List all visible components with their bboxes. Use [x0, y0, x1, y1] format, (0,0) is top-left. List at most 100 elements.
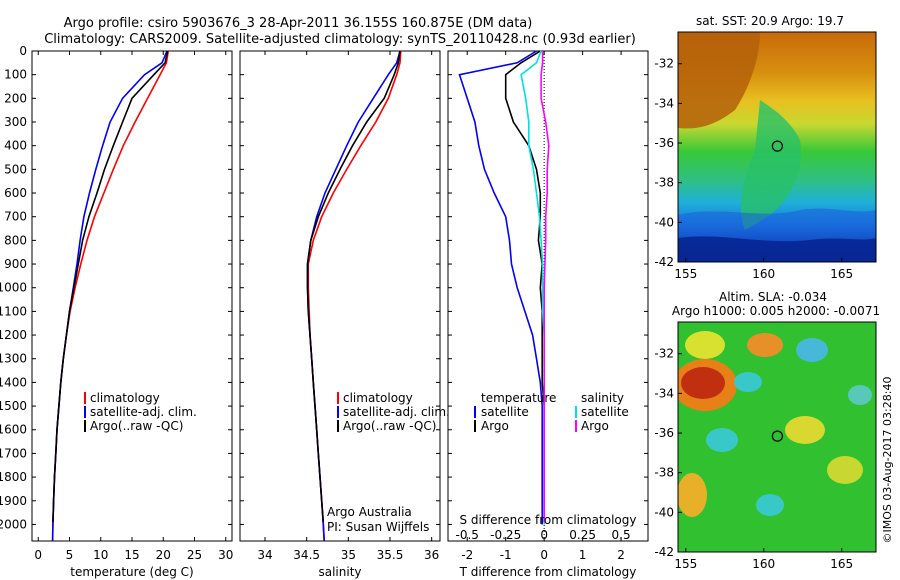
sla-cool-eddy [734, 372, 762, 392]
series-line-satellite-adj-clim- [306, 50, 401, 542]
depth-tick-label: 1900 [0, 494, 27, 508]
depth-tick-label: 600 [4, 186, 27, 200]
lat-tick-label: -32 [654, 347, 674, 361]
sst-map-title: sat. SST: 20.9 Argo: 19.7 [696, 14, 844, 28]
depth-tick-label: 0 [19, 44, 27, 58]
depth-tick-label: 100 [4, 68, 27, 82]
sla-map-subtitle: Argo h1000: 0.005 h2000: -0.0071 [672, 304, 880, 318]
lon-tick-label: 165 [830, 557, 853, 571]
sst-deep-blue [678, 236, 876, 262]
lat-tick-label: -34 [654, 386, 674, 400]
credit-pi: PI: Susan Wijffels [327, 520, 429, 534]
x-axis-label: T difference from climatology [459, 565, 637, 579]
lat-tick-label: -36 [654, 426, 674, 440]
series-line-salinity-argo [540, 51, 550, 523]
lon-tick-label: 155 [674, 557, 697, 571]
series-line-temperature-satellite [458, 50, 544, 525]
temperature-legend: climatology satellite-adj. clim. Argo(..… [84, 391, 197, 433]
sst-cool-tongue [740, 100, 801, 230]
sla-orange-patch-2 [678, 473, 707, 517]
lat-tick-label: -34 [654, 96, 674, 110]
depth-tick-label: 1800 [0, 470, 27, 484]
series-line-satellite-adj-clim- [51, 50, 168, 542]
x-tick-label: 0 [540, 548, 548, 562]
x-tick-label: 25 [187, 548, 202, 562]
x-tick-label: 34.5 [293, 548, 320, 562]
sst-map-frame [677, 31, 877, 263]
s-diff-tick-label: 0.5 [612, 528, 631, 542]
sla-yellow-patch [785, 416, 825, 444]
lon-tick-label: 165 [830, 267, 853, 281]
depth-tick-label: 1600 [0, 423, 27, 437]
profile-location-marker [771, 430, 783, 442]
depth-tick-label: 500 [4, 162, 27, 176]
series-line-argo-raw-qc- [306, 50, 401, 523]
sst-map [678, 32, 876, 262]
sla-cool-eddy-4 [756, 494, 784, 516]
legend-label-temp-argo: Argo [481, 419, 509, 433]
lat-tick-label: -40 [654, 505, 674, 519]
depth-tick-label: 1000 [0, 281, 27, 295]
legend-label-sal-argo: Argo [581, 419, 609, 433]
sla-map [678, 322, 876, 552]
depth-axis: 0 100 200 300 400 500 600 700 800 900 1000 1100 1200… [0, 44, 27, 531]
temperature-plot: 0 5 10 15 20 25 30 temperature (deg C) [32, 50, 233, 579]
x-tick-label: 2 [617, 548, 625, 562]
x-tick-label: 0 [34, 548, 42, 562]
depth-tick-label: 300 [4, 115, 27, 129]
sst-map-axes: 155 160 165 -32 -34 -36 -38 -40 -42 [654, 57, 853, 281]
salinity-plot-frame [239, 50, 441, 542]
depth-tick-label: 1500 [0, 399, 27, 413]
x-tick-label: 15 [124, 548, 139, 562]
legend-label-satellite: satellite-adj. clim. [343, 405, 450, 419]
lat-tick-label: -32 [654, 57, 674, 71]
legend-label-sal-satellite: satellite [581, 405, 629, 419]
salinity-legend: climatology satellite-adj. clim. Argo(..… [337, 391, 450, 433]
figure-title-line2: Climatology: CARS2009. Satellite-adjuste… [44, 32, 636, 47]
x-tick-label: -2 [461, 548, 473, 562]
legend-label-climatology: climatology [343, 391, 413, 405]
depth-tick-label: 1300 [0, 352, 27, 366]
legend-label-argo: Argo(..raw -QC) [90, 419, 183, 433]
credit-organization: Argo Australia [327, 505, 412, 519]
x-tick-label: -1 [500, 548, 512, 562]
s-diff-tick-label: -0.5 [456, 528, 479, 542]
x-tick-label: 36 [424, 548, 439, 562]
difference-plot-frame [447, 50, 649, 542]
s-diff-axis-label: S difference from climatology [460, 513, 637, 527]
x-axis-label: salinity [318, 565, 361, 579]
profile-location-marker [771, 140, 783, 152]
salinity-plot: 34 34.5 35 35.5 36 salinity [240, 50, 440, 579]
lat-tick-label: -42 [654, 255, 674, 269]
legend-label-argo: Argo(..raw -QC) [343, 419, 436, 433]
legend-label-climatology: climatology [90, 391, 160, 405]
temperature-plot-frame [31, 50, 233, 542]
x-axis-label: temperature (deg C) [70, 565, 193, 579]
s-diff-tick-label: 0.25 [569, 528, 596, 542]
x-tick-label: 1 [579, 548, 587, 562]
difference-legend: temperature salinity satellite Argo sate… [474, 391, 629, 433]
sla-cool-eddy-3 [706, 428, 738, 452]
series-line-temperature-argo [504, 50, 546, 523]
lon-tick-label: 160 [752, 557, 775, 571]
lon-tick-label: 155 [674, 267, 697, 281]
lat-tick-label: -38 [654, 176, 674, 190]
sst-warm-patch [678, 32, 760, 129]
x-tick-label: 10 [93, 548, 108, 562]
sla-yellow-ring [685, 331, 725, 359]
sla-map-frame [677, 321, 877, 553]
depth-tick-label: 1400 [0, 375, 27, 389]
sla-map-axes: 155 160 165 -32 -34 -36 -38 -40 -42 [654, 347, 853, 571]
x-tick-label: 5 [66, 548, 74, 562]
figure-title-line1: Argo profile: csiro 5903676_3 28-Apr-201… [64, 16, 533, 31]
depth-tick-label: 1100 [0, 304, 27, 318]
legend-title-salinity: salinity [581, 391, 624, 405]
depth-tick-label: 900 [4, 257, 27, 271]
depth-tick-label: 2000 [0, 517, 27, 531]
sla-yellow-patch-2 [827, 456, 863, 484]
s-diff-tick-label: -0.25 [490, 528, 521, 542]
sla-warm-eddy-core [681, 367, 725, 399]
lat-tick-label: -38 [654, 466, 674, 480]
depth-tick-label: 700 [4, 210, 27, 224]
